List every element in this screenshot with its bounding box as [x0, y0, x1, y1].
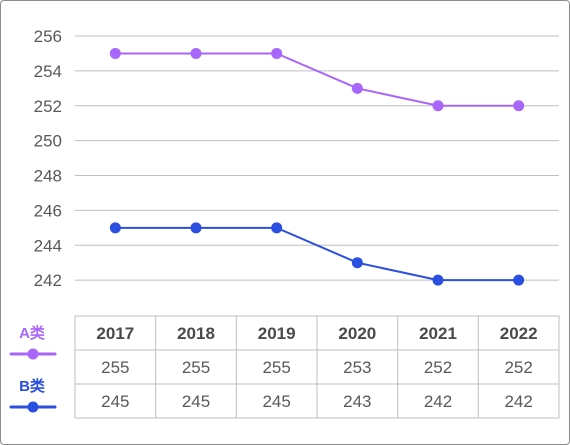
data-point — [190, 47, 202, 59]
legend-marker — [27, 401, 39, 413]
legend-label: A类 — [19, 324, 46, 342]
data-point — [109, 222, 121, 234]
x-tick-label: 2020 — [338, 324, 376, 343]
table-cell: 245 — [182, 392, 210, 411]
x-tick-label: 2022 — [500, 324, 538, 343]
table-cell: 255 — [182, 358, 210, 377]
data-point — [432, 100, 444, 112]
table-cell: 255 — [101, 358, 129, 377]
y-tick-label: 254 — [34, 62, 62, 81]
y-axis: 256 254 252 250 248 246 244 242 — [34, 27, 62, 290]
table-cell: 253 — [343, 358, 371, 377]
series-line — [115, 226, 519, 282]
data-table: 2017 2018 2019 2020 2021 2022 255 255 255 253 252 2… — [74, 315, 560, 419]
y-tick-label: 244 — [34, 236, 62, 255]
x-tick-label: 2018 — [177, 324, 215, 343]
y-tick-label: 256 — [34, 27, 62, 46]
y-tick-label: 246 — [34, 201, 62, 220]
table-cell: 252 — [504, 358, 532, 377]
data-point — [513, 100, 525, 112]
table-cell: 255 — [262, 358, 290, 377]
table-cell: 245 — [262, 392, 290, 411]
table-cell: 242 — [504, 392, 532, 411]
data-point — [432, 274, 444, 286]
y-tick-label: 242 — [34, 271, 62, 290]
legend: A类 B类 — [9, 324, 57, 413]
data-point — [271, 47, 283, 59]
data-point — [190, 222, 202, 234]
data-point — [351, 82, 363, 94]
data-point — [109, 47, 121, 59]
series-lines — [109, 47, 525, 286]
x-tick-label: 2017 — [96, 324, 134, 343]
data-point — [271, 222, 283, 234]
table-cell: 252 — [424, 358, 452, 377]
series-line — [115, 52, 519, 107]
legend-marker — [27, 348, 39, 360]
y-tick-label: 252 — [34, 97, 62, 116]
table-cell: 245 — [101, 392, 129, 411]
table-cell: 242 — [424, 392, 452, 411]
gridlines — [75, 35, 559, 281]
y-tick-label: 250 — [34, 132, 62, 151]
x-tick-label: 2019 — [258, 324, 296, 343]
table-cell: 243 — [343, 392, 371, 411]
data-point — [513, 274, 525, 286]
legend-label: B类 — [19, 377, 46, 395]
x-tick-label: 2021 — [419, 324, 457, 343]
data-point — [351, 257, 363, 269]
y-tick-label: 248 — [34, 167, 62, 186]
